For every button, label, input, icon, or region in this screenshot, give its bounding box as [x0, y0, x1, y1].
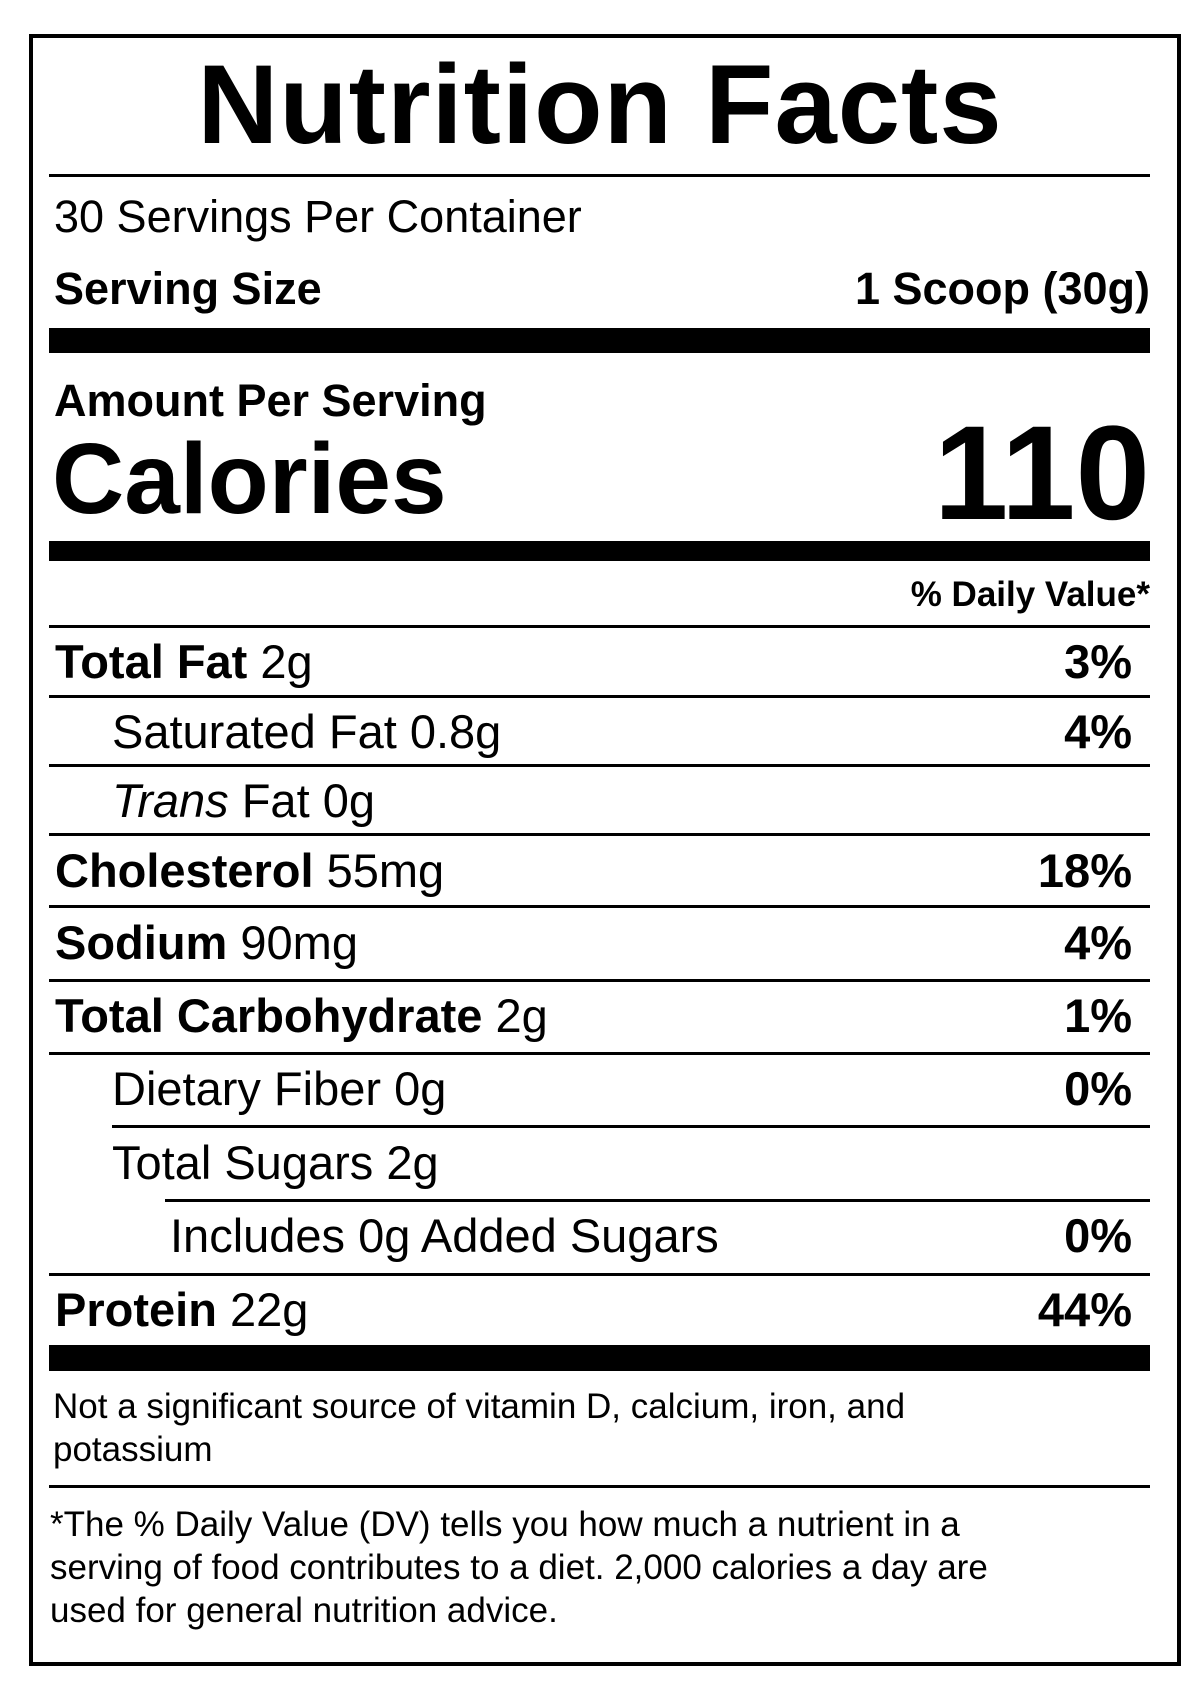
daily-value-header: % Daily Value*: [910, 575, 1150, 614]
nutrient-row-sodium: Sodium 90mg 4%: [55, 916, 1132, 969]
nutrient-row-cholesterol: Cholesterol 55mg 18%: [55, 844, 1132, 897]
nutrient-row-added-sugars: Includes 0g Added Sugars 0%: [170, 1209, 1132, 1262]
nutrient-row-total-sugars: Total Sugars 2g: [112, 1136, 439, 1189]
serving-size-value: 1 Scoop (30g): [854, 263, 1150, 314]
divider: [49, 833, 1150, 836]
divider: [49, 695, 1150, 698]
nutrient-row-total-fat: Total Fat 2g 3%: [55, 635, 1132, 688]
serving-size-label: Serving Size: [54, 263, 322, 314]
nutrient-row-dietary-fiber: Dietary Fiber 0g 0%: [112, 1062, 1132, 1115]
amount-per-serving: Amount Per Serving: [54, 375, 487, 426]
nutrient-row-trans-fat: Trans Fat 0g: [112, 774, 375, 827]
thick-divider: [49, 1345, 1150, 1371]
divider: [112, 1125, 1150, 1128]
thick-divider: [49, 328, 1150, 353]
vitamin-footnote: Not a significant source of vitamin D, c…: [53, 1387, 906, 1469]
divider: [49, 979, 1150, 982]
divider: [49, 764, 1150, 767]
calories-value: 110: [933, 399, 1150, 548]
label-title: Nutrition Facts: [197, 42, 1003, 167]
divider: [49, 625, 1150, 628]
divider: [165, 1199, 1150, 1202]
divider: [49, 174, 1150, 177]
divider: [49, 1485, 1150, 1488]
nutrient-row-saturated-fat: Saturated Fat 0.8g 4%: [112, 705, 1132, 758]
divider: [49, 1273, 1150, 1276]
nutrient-row-total-carbohydrate: Total Carbohydrate 2g 1%: [55, 989, 1132, 1042]
label-border: [29, 34, 1181, 1666]
servings-per-container: 30 Servings Per Container: [54, 191, 582, 242]
calories-label: Calories: [52, 423, 447, 535]
divider: [49, 905, 1150, 908]
daily-value-footnote: *The % Daily Value (DV) tells you how mu…: [50, 1505, 988, 1630]
divider: [49, 1052, 1150, 1055]
nutrient-row-protein: Protein 22g 44%: [55, 1283, 1132, 1336]
thick-divider: [49, 541, 1150, 561]
